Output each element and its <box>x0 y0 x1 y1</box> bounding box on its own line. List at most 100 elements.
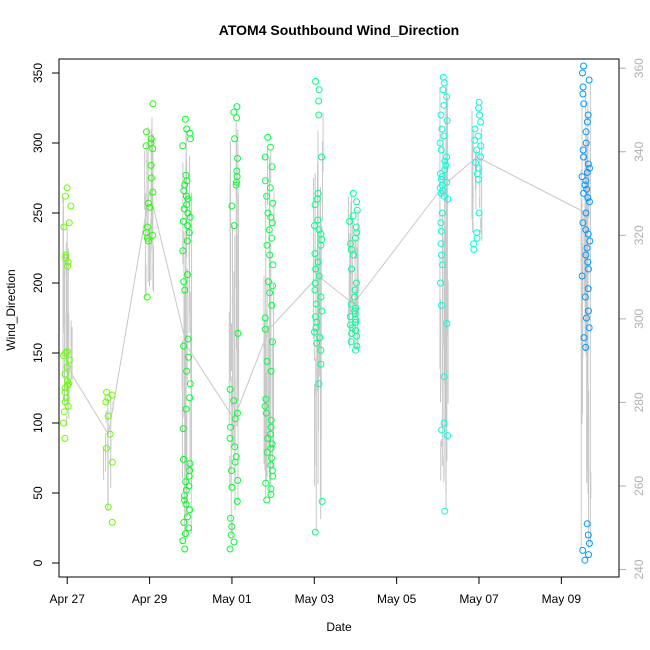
data-point <box>232 178 240 186</box>
data-point <box>315 86 323 94</box>
data-point <box>312 300 320 308</box>
chart-title: ATOM4 Southbound Wind_Direction <box>219 22 459 38</box>
data-point <box>582 128 590 136</box>
data-point <box>582 209 590 217</box>
x-tick-label: May 09 <box>542 592 582 606</box>
data-point <box>317 360 325 368</box>
data-point <box>581 556 589 564</box>
data-point <box>584 230 592 238</box>
data-point <box>179 217 187 225</box>
gray-trace-segment <box>66 366 109 435</box>
data-point <box>266 251 274 259</box>
data-point <box>444 195 452 203</box>
y-tick-label: 0 <box>31 559 45 566</box>
data-point <box>580 334 588 342</box>
data-point <box>180 518 188 526</box>
data-point <box>269 282 277 290</box>
data-point <box>186 394 194 402</box>
data-point <box>179 537 187 545</box>
data-point <box>474 132 482 140</box>
data-point <box>353 342 361 350</box>
data-point <box>443 93 451 101</box>
data-point <box>349 189 357 197</box>
data-point <box>314 258 322 266</box>
data-point <box>143 128 151 136</box>
data-point <box>439 86 447 94</box>
data-point <box>230 108 238 116</box>
data-point <box>347 300 355 308</box>
data-point <box>581 293 589 301</box>
data-point <box>311 528 319 536</box>
data-point <box>60 223 68 231</box>
y-tick-label: 250 <box>31 203 45 223</box>
data-point <box>348 265 356 273</box>
data-point <box>147 161 155 169</box>
data-point <box>346 217 354 225</box>
data-point <box>142 142 150 150</box>
data-point <box>263 241 271 249</box>
data-point <box>443 153 451 161</box>
data-point <box>437 227 445 235</box>
data-point <box>233 103 241 111</box>
data-point <box>267 416 275 424</box>
data-point <box>104 412 112 420</box>
data-point <box>437 301 445 309</box>
data-point <box>584 307 592 315</box>
data-point <box>228 202 236 210</box>
data-point <box>585 324 593 332</box>
data-point <box>438 173 446 181</box>
data-point <box>263 357 271 365</box>
data-point <box>180 278 188 286</box>
data-point <box>59 419 67 427</box>
y-tick-label: 200 <box>31 273 45 293</box>
data-point <box>584 194 592 202</box>
data-point <box>477 153 485 161</box>
y2-tick-label: 280 <box>632 392 646 412</box>
data-point <box>582 139 590 147</box>
data-point <box>263 496 271 504</box>
data-point <box>186 380 194 388</box>
data-point <box>102 398 110 406</box>
data-point <box>186 135 194 143</box>
data-point <box>264 434 272 442</box>
gray-trace-layer <box>62 80 592 549</box>
data-point <box>63 363 71 371</box>
data-point <box>436 139 444 147</box>
data-point <box>315 97 323 105</box>
data-point <box>347 338 355 346</box>
data-point <box>266 289 274 297</box>
y2-tick-label: 340 <box>632 141 646 161</box>
data-point <box>439 261 447 269</box>
y2-tick-label: 260 <box>632 476 646 496</box>
data-point <box>266 184 274 192</box>
data-point <box>352 346 360 354</box>
data-point <box>228 467 236 475</box>
data-point <box>580 153 588 161</box>
x-tick-label: May 05 <box>377 592 417 606</box>
data-point <box>440 132 448 140</box>
y2-tick-label: 360 <box>632 58 646 78</box>
data-point <box>144 237 152 245</box>
data-point <box>267 490 275 498</box>
data-point <box>471 125 479 133</box>
data-point <box>346 313 354 321</box>
data-point <box>230 538 238 546</box>
data-point <box>477 118 485 126</box>
data-point <box>185 472 193 480</box>
data-point <box>438 125 446 133</box>
data-point <box>181 115 189 123</box>
data-point <box>186 460 194 468</box>
data-point <box>63 184 71 192</box>
data-point <box>261 402 269 410</box>
data-point <box>180 205 188 213</box>
y2-tick-label: 320 <box>632 225 646 245</box>
data-point <box>64 262 72 270</box>
data-point <box>234 329 242 337</box>
data-point <box>351 307 359 315</box>
data-point <box>316 334 324 342</box>
data-point <box>580 62 588 70</box>
data-point <box>269 261 277 269</box>
data-point <box>586 237 594 245</box>
x-tick-label: May 03 <box>295 592 335 606</box>
